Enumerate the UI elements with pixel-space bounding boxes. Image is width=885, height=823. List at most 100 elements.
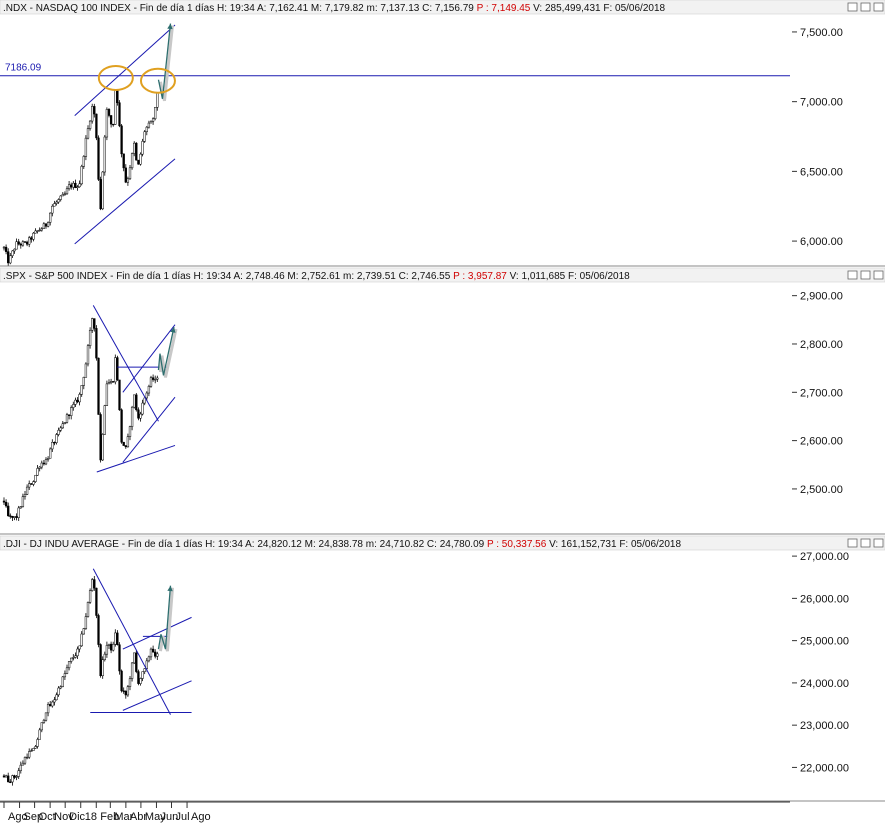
candle-body — [84, 137, 88, 157]
candle-body — [38, 229, 41, 232]
candle-body — [36, 230, 39, 232]
trend-channel-lower — [122, 680, 192, 711]
candle-body — [42, 223, 46, 229]
candle-body — [65, 414, 69, 423]
candle-body — [34, 746, 37, 749]
candle-body — [67, 661, 71, 669]
candle-body — [114, 89, 117, 125]
candle-body — [130, 662, 134, 679]
candle-body — [70, 657, 73, 662]
candle-body — [34, 474, 37, 482]
candle-body — [101, 434, 104, 461]
candle-body — [122, 441, 125, 446]
candle-body — [65, 188, 69, 195]
x-tick-label: Ago — [191, 811, 211, 823]
candle-body — [72, 404, 75, 408]
candle-body — [36, 739, 39, 747]
candle-body — [99, 414, 102, 461]
candle-body — [9, 515, 12, 517]
candle-body — [112, 123, 115, 126]
candle-body — [88, 329, 92, 346]
candle-body — [143, 131, 146, 142]
candle-body — [154, 379, 157, 381]
candle-body — [19, 506, 22, 509]
candle-body — [122, 153, 125, 169]
candle-body — [59, 686, 62, 689]
y-tick-label: 26,000.00 — [800, 593, 849, 605]
candle-body — [107, 643, 111, 646]
candle-body — [53, 699, 56, 703]
trend-channel-upper — [122, 324, 176, 393]
y-tick-label: 2,900.00 — [800, 291, 843, 303]
panel-ndx: .NDX - NASDAQ 100 INDEX - Fin de día 1 d… — [0, 0, 885, 267]
panel-dji: .DJI - DJ INDU AVERAGE - Fin de día 1 dí… — [0, 535, 885, 802]
candle-body — [139, 153, 142, 165]
candle-body — [105, 109, 109, 138]
candle-body — [97, 615, 100, 645]
candle-body — [84, 363, 88, 378]
candle-body — [38, 729, 41, 740]
candle-body — [133, 652, 136, 664]
candle-body — [51, 205, 54, 214]
candle-body — [80, 166, 83, 185]
candle-body — [88, 590, 92, 603]
close-button-icon — [873, 270, 884, 280]
triangle-upper-line — [92, 305, 159, 422]
candle-body — [116, 357, 119, 381]
y-tick-label: 6,500.00 — [800, 166, 843, 178]
candle-body — [9, 781, 12, 783]
x-tick-label: Abr — [130, 811, 147, 823]
candle-body — [84, 616, 88, 629]
panel-header-text: .NDX - NASDAQ 100 INDEX - Fin de día 1 d… — [3, 3, 666, 14]
candle-body — [130, 406, 134, 427]
candle-body — [61, 423, 64, 429]
candle-body — [130, 153, 134, 169]
candle-body — [147, 386, 151, 394]
candle-body — [149, 377, 153, 387]
candle-body — [28, 751, 31, 758]
x-tick-label: Jul — [176, 811, 190, 823]
candle-body — [61, 194, 64, 197]
candle-body — [38, 466, 41, 469]
candle-body — [151, 377, 155, 380]
x-tick-label: Sep — [24, 811, 44, 823]
candle-body — [93, 579, 96, 589]
candle-body — [118, 102, 121, 127]
candle-body — [133, 142, 136, 154]
candle-body — [137, 409, 140, 419]
y-tick-label: 27,000.00 — [800, 551, 849, 563]
candle-body — [116, 632, 119, 645]
panel-header-bar — [0, 535, 885, 551]
resistance-level-label: 7186.09 — [5, 63, 42, 74]
candle-body — [126, 178, 130, 183]
candle-body — [17, 241, 20, 245]
candle-body — [91, 579, 94, 591]
candle-body — [9, 255, 12, 264]
candle-body — [82, 377, 85, 386]
triangle-upper-line — [92, 568, 171, 715]
candle-body — [15, 516, 18, 518]
candle-body — [86, 345, 90, 365]
candles-ndx — [2, 89, 159, 266]
candle-body — [133, 394, 136, 408]
candle-body — [141, 402, 144, 415]
candle-body — [13, 248, 16, 252]
candle-body — [139, 678, 142, 684]
candle-body — [101, 171, 104, 210]
candle-body — [19, 243, 22, 246]
candle-body — [46, 222, 50, 227]
candle-body — [42, 462, 46, 465]
candle-body — [80, 633, 83, 647]
candle-body — [19, 764, 22, 771]
candle-body — [109, 643, 113, 651]
minimize-button-icon — [847, 270, 858, 280]
close-button-icon — [873, 2, 884, 12]
candle-body — [107, 109, 111, 116]
candle-body — [109, 115, 113, 125]
highlight-circle — [139, 67, 176, 94]
candle-body — [11, 516, 14, 518]
candle-body — [95, 113, 98, 139]
candle-body — [124, 445, 127, 448]
candle-body — [80, 385, 83, 395]
